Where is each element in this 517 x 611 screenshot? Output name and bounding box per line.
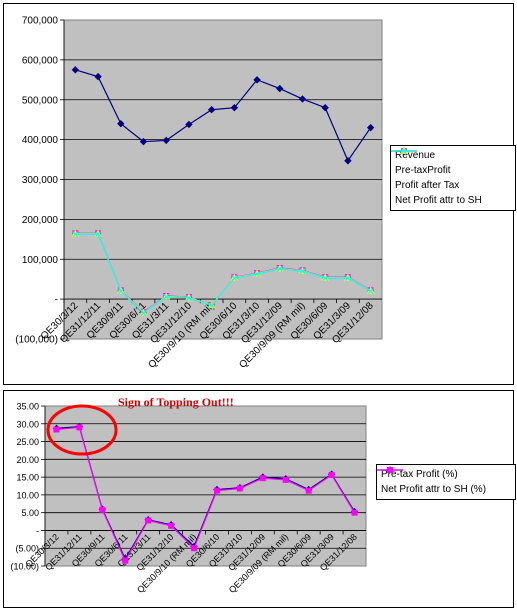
chart-2-frame: (10.00) (5.00) - 5.00 10.00 15.00 20.00 25.00 30… <box>3 390 516 608</box>
data-point-3-12 <box>345 275 351 281</box>
data-point-1-0 <box>53 426 60 433</box>
legend-marker <box>401 148 407 154</box>
data-point-1-12 <box>328 471 335 478</box>
y-tick-label: 25.00 <box>16 437 39 447</box>
legend-label: Pre-taxProfit <box>395 165 451 176</box>
y-tick-label: 600,000 <box>22 55 59 66</box>
data-point-3-3 <box>140 310 147 317</box>
data-point-1-7 <box>213 487 220 494</box>
legend-label: Net Profit attr to SH (%) <box>381 484 487 495</box>
legend-marker <box>387 467 393 473</box>
data-point-0-4 <box>162 136 170 145</box>
data-point-0-6 <box>207 106 216 114</box>
legend-swatch <box>391 148 417 154</box>
y-tick-label: 500,000 <box>22 95 59 106</box>
data-point-1-2 <box>99 506 106 513</box>
data-point-0-11 <box>321 104 329 112</box>
data-point-1-3 <box>122 557 129 564</box>
data-point-1-5 <box>168 522 175 529</box>
chart-2-svg: (10.00) (5.00) - 5.00 10.00 15.00 20.00 25.00 30… <box>10 402 367 595</box>
data-point-3-2 <box>117 288 124 295</box>
y-tick-label: 30.00 <box>16 419 39 429</box>
data-point-1-9 <box>259 475 266 482</box>
data-point-3-6 <box>208 302 215 309</box>
legend-item: Net Profit attr to SH (%) <box>377 467 511 497</box>
y-tick-label: 200,000 <box>22 215 59 226</box>
data-point-0-13 <box>366 123 375 132</box>
legend-item: Profit after Tax <box>391 146 511 193</box>
data-point-3-13 <box>367 288 374 295</box>
data-point-1-8 <box>236 485 243 492</box>
data-point-0-9 <box>276 84 284 93</box>
y-tick-label: 15.00 <box>16 473 39 483</box>
data-point-3-1 <box>95 231 101 238</box>
data-point-3-11 <box>322 275 329 281</box>
data-point-1-1 <box>76 424 83 431</box>
data-point-1-11 <box>305 487 312 494</box>
chart-1-frame: (100,000) - 100,000 200,000 300,000 400,000 50… <box>3 3 516 385</box>
chart-1-legend: Revenue Pre-taxProfit Profit after Tax Net … <box>390 145 516 211</box>
data-point-3-10 <box>299 268 306 275</box>
data-point-1-13 <box>351 509 358 516</box>
y-tick-label: - <box>36 526 39 536</box>
legend-label: Net Profit attr to SH <box>395 195 482 206</box>
data-point-3-8 <box>254 271 260 277</box>
y-tick-label: 100,000 <box>22 255 59 266</box>
y-tick-label: 700,000 <box>22 16 59 27</box>
data-point-0-8 <box>253 76 261 84</box>
chart-1-svg: (100,000) - 100,000 200,000 300,000 400,000 50… <box>15 16 383 371</box>
data-point-0-7 <box>230 104 239 112</box>
legend-label: Profit after Tax <box>395 180 460 191</box>
y-tick-label: (5.00) <box>15 544 39 554</box>
data-point-3-0 <box>72 231 79 238</box>
data-point-0-5 <box>185 120 193 129</box>
y-tick-label: 20.00 <box>16 455 39 465</box>
data-point-0-10 <box>298 95 307 103</box>
data-point-3-7 <box>231 275 238 281</box>
data-point-0-2 <box>117 119 125 128</box>
data-point-0-1 <box>94 72 102 81</box>
chart-2-annotation: Sign of Topping Out!!! <box>118 395 234 409</box>
series-line-1 <box>56 426 356 562</box>
y-tick-label: 5.00 <box>21 508 39 518</box>
data-point-0-12 <box>344 157 352 165</box>
y-tick-label: 400,000 <box>22 135 59 146</box>
legend-label: Revenue <box>395 150 436 161</box>
y-tick-label: - <box>55 295 58 306</box>
data-point-0-3 <box>139 137 148 146</box>
y-tick-label: 300,000 <box>22 175 59 186</box>
y-tick-label: 10.00 <box>16 490 39 500</box>
data-point-1-4 <box>145 517 152 524</box>
legend-label: Pre-tax Profit (%) <box>381 469 458 480</box>
data-point-1-6 <box>191 545 198 552</box>
data-point-0-0 <box>71 66 80 74</box>
data-point-3-9 <box>276 265 283 272</box>
plot-area <box>44 405 367 567</box>
data-point-3-5 <box>186 295 192 301</box>
legend-item: Net Profit attr to SH <box>391 148 511 208</box>
highlight-circle <box>46 404 118 456</box>
series-line-0 <box>75 69 372 162</box>
legend-swatch <box>377 467 403 473</box>
y-tick-label: (10.00) <box>10 562 39 572</box>
series-line-3 <box>75 233 371 314</box>
y-tick-label: 35.00 <box>16 402 39 412</box>
legend-item: Pre-taxProfit <box>391 148 511 178</box>
data-point-1-10 <box>282 476 289 483</box>
y-tick-label: (100,000) <box>15 335 58 346</box>
chart-2-legend: Pre-tax Profit (%) Net Profit attr to SH … <box>376 464 516 500</box>
data-point-3-4 <box>163 293 170 300</box>
